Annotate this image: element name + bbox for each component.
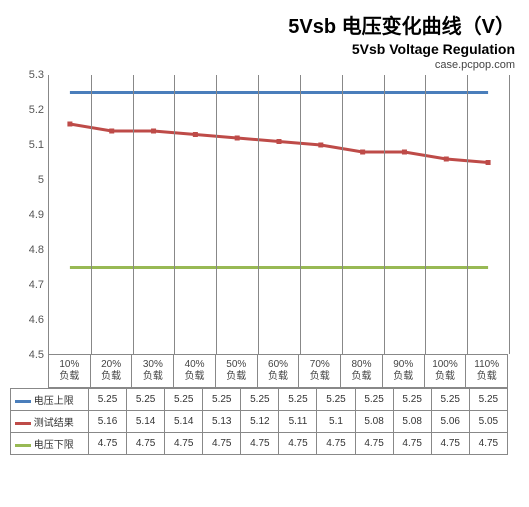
table-cell: 4.75 [165,433,203,455]
table-cell: 5.25 [165,389,203,411]
x-tick-label: 50%负载 [216,355,258,388]
series-marker [277,139,282,144]
table-cell: 5.25 [127,389,165,411]
table-cell: 5.06 [431,411,469,433]
legend-cell: 测试结果 [11,411,89,433]
y-tick: 4.6 [29,314,44,326]
y-tick: 4.8 [29,244,44,256]
series-marker [235,136,240,141]
gridline-vertical [174,75,175,354]
x-tick-label: 10%负载 [49,355,91,388]
table-cell: 4.75 [431,433,469,455]
series-marker [318,143,323,148]
table-cell: 5.25 [469,389,507,411]
gridline-vertical [425,75,426,354]
x-axis-labels: 10%负载20%负载30%负载40%负载50%负载60%负载70%负载80%负载… [48,355,508,388]
table-cell: 5.13 [203,411,241,433]
series-marker [109,129,114,134]
gridline-vertical [384,75,385,354]
plot-area [48,75,508,355]
voltage-regulation-chart: 5Vsb 电压变化曲线（V） 5Vsb Voltage Regulation c… [10,10,519,455]
y-tick: 5 [38,174,44,186]
series-marker [67,122,72,127]
table-cell: 4.75 [203,433,241,455]
y-tick: 5.2 [29,104,44,116]
gridline-vertical [216,75,217,354]
table-cell: 4.75 [279,433,317,455]
series-marker [151,129,156,134]
table-cell: 4.75 [469,433,507,455]
table-cell: 5.25 [431,389,469,411]
gridline-vertical [258,75,259,354]
table-cell: 4.75 [241,433,279,455]
y-tick: 4.5 [29,349,44,361]
x-tick-label: 80%负载 [341,355,383,388]
chart-source: case.pcpop.com [10,59,515,71]
data-table: 电压上限5.255.255.255.255.255.255.255.255.25… [10,388,508,455]
series-marker [444,157,449,162]
table-cell: 5.25 [203,389,241,411]
table-cell: 5.08 [393,411,431,433]
table-cell: 5.25 [393,389,431,411]
chart-title-en: 5Vsb Voltage Regulation [10,41,515,57]
x-tick-label: 90%负载 [383,355,425,388]
chart-titles: 5Vsb 电压变化曲线（V） 5Vsb Voltage Regulation c… [10,10,519,71]
legend-label: 电压上限 [31,396,74,407]
table-cell: 5.25 [89,389,127,411]
table-cell: 5.25 [241,389,279,411]
gridline-vertical [91,75,92,354]
gridline-vertical [467,75,468,354]
y-tick: 4.9 [29,209,44,221]
table-cell: 5.05 [469,411,507,433]
y-tick: 5.3 [29,69,44,81]
x-tick-label: 30%负载 [132,355,174,388]
table-cell: 4.75 [393,433,431,455]
y-axis: 4.54.64.74.84.955.15.25.3 [10,75,48,355]
gridline-vertical [300,75,301,354]
y-tick: 4.7 [29,279,44,291]
series-marker [360,150,365,155]
x-tick-label: 100%负载 [425,355,467,388]
x-tick-label: 70%负载 [299,355,341,388]
series-marker [486,160,491,165]
table-cell: 5.11 [279,411,317,433]
series-marker [193,132,198,137]
legend-cell: 电压上限 [11,389,89,411]
legend-label: 测试结果 [31,418,74,429]
x-tick-label: 20%负载 [91,355,133,388]
table-cell: 5.08 [355,411,393,433]
legend-swatch [15,444,31,447]
legend-cell: 电压下限 [11,433,89,455]
table-cell: 4.75 [127,433,165,455]
table-cell: 5.1 [317,411,355,433]
gridline-vertical [509,75,510,354]
table-cell: 4.75 [89,433,127,455]
chart-title-cn: 5Vsb 电压变化曲线（V） [10,10,515,39]
table-row: 电压下限4.754.754.754.754.754.754.754.754.75… [11,433,508,455]
table-cell: 5.25 [279,389,317,411]
series-marker [402,150,407,155]
x-tick-label: 40%负载 [174,355,216,388]
legend-label: 电压下限 [31,440,74,451]
table-cell: 5.25 [355,389,393,411]
table-cell: 5.25 [317,389,355,411]
table-cell: 5.12 [241,411,279,433]
gridline-vertical [342,75,343,354]
table-row: 电压上限5.255.255.255.255.255.255.255.255.25… [11,389,508,411]
legend-swatch [15,422,31,425]
x-tick-label: 110%负载 [466,355,508,388]
table-cell: 5.16 [89,411,127,433]
plot-svg [49,75,509,355]
y-tick: 5.1 [29,139,44,151]
legend-swatch [15,400,31,403]
table-cell: 4.75 [355,433,393,455]
table-cell: 5.14 [165,411,203,433]
gridline-vertical [133,75,134,354]
table-cell: 5.14 [127,411,165,433]
x-tick-label: 60%负载 [258,355,300,388]
table-row: 测试结果5.165.145.145.135.125.115.15.085.085… [11,411,508,433]
table-cell: 4.75 [317,433,355,455]
